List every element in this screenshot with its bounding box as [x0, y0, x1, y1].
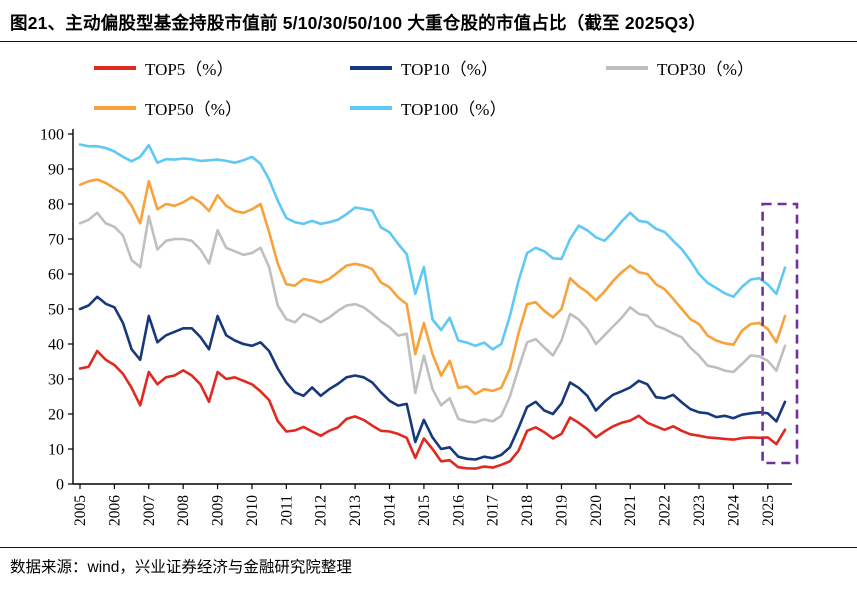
x-tick-label: 2005 — [72, 495, 89, 526]
y-tick-label: 50 — [48, 302, 64, 319]
x-tick-label: 2006 — [106, 495, 123, 526]
legend-swatch — [94, 105, 136, 110]
y-tick-label: 20 — [48, 407, 64, 424]
x-tick-label: 2014 — [382, 495, 399, 526]
y-tick-label: 40 — [48, 337, 64, 354]
x-tick-label: 2019 — [553, 495, 570, 526]
page-title: 图21、主动偏股型基金持股市值前 5/10/30/50/100 大重仓股的市值占… — [10, 13, 706, 33]
x-tick-label: 2015 — [416, 495, 433, 526]
legend-label: TOP5（%） — [145, 60, 234, 80]
series-line-TOP30 — [78, 211, 787, 425]
x-tick-label: 2010 — [244, 495, 261, 526]
x-tick-label: 2023 — [691, 495, 708, 526]
legend-label: TOP30（%） — [657, 60, 754, 80]
chart-area: 0 10 20 30 40 50 60 70 80 90 100 2005 2006 2007 2008 20… — [0, 124, 857, 547]
legend-label: TOP100（%） — [401, 100, 507, 120]
legend-item-0: TOP5（%） — [94, 55, 350, 80]
legend-item-3: TOP50（%） — [94, 95, 350, 120]
x-tick-label: 2012 — [313, 495, 330, 526]
x-tick-label: 2018 — [519, 495, 536, 526]
source-note: 数据来源：wind，兴业证券经济与金融研究院整理 — [10, 559, 352, 577]
x-tick-label: 2024 — [725, 495, 742, 526]
series-line-TOP50 — [78, 178, 787, 396]
legend-swatch — [606, 65, 648, 70]
y-tick-label: 30 — [48, 372, 64, 389]
highlight-box — [761, 203, 799, 465]
x-tick-label: 2016 — [450, 495, 467, 526]
x-tick-label: 2008 — [175, 495, 192, 526]
title-separator — [0, 41, 857, 43]
x-tick-label: 2020 — [588, 495, 605, 526]
x-tick-label: 2025 — [760, 495, 777, 526]
legend-item-4: TOP100（%） — [350, 95, 606, 120]
y-tick-label: 80 — [48, 197, 64, 214]
x-tick-label: 2013 — [347, 495, 364, 526]
line-chart-svg: 0 10 20 30 40 50 60 70 80 90 100 2005 2006 2007 2008 20… — [40, 127, 799, 526]
series-line-TOP100 — [78, 143, 787, 351]
y-tick-label: 70 — [48, 232, 64, 249]
legend-swatch — [350, 65, 392, 70]
legend-swatch — [94, 65, 136, 70]
x-tick-label: 2009 — [210, 495, 227, 526]
legend-swatch — [350, 105, 392, 110]
chart-legend: TOP5（%） TOP10（%） TOP30（%） TOP50（%） TOP100（%） — [0, 42, 857, 122]
y-tick-label: 60 — [48, 267, 64, 284]
legend-label: TOP10（%） — [401, 60, 498, 80]
legend-item-1: TOP10（%） — [350, 55, 606, 80]
legend-item-2: TOP30（%） — [606, 55, 857, 80]
x-tick-label: 2021 — [622, 495, 639, 526]
x-tick-label: 2022 — [657, 495, 674, 526]
x-tick-label: 2017 — [485, 495, 502, 526]
y-tick-label: 0 — [56, 477, 64, 494]
x-tick-label: 2007 — [141, 495, 158, 526]
series-line-TOP10 — [78, 295, 787, 462]
x-tick-label: 2011 — [278, 495, 295, 525]
series-line-TOP5 — [78, 350, 787, 471]
footer-separator — [0, 547, 857, 549]
legend-label: TOP50（%） — [145, 100, 242, 120]
y-tick-label: 90 — [48, 162, 64, 179]
y-tick-label: 10 — [48, 442, 64, 459]
y-tick-label: 100 — [40, 127, 64, 144]
